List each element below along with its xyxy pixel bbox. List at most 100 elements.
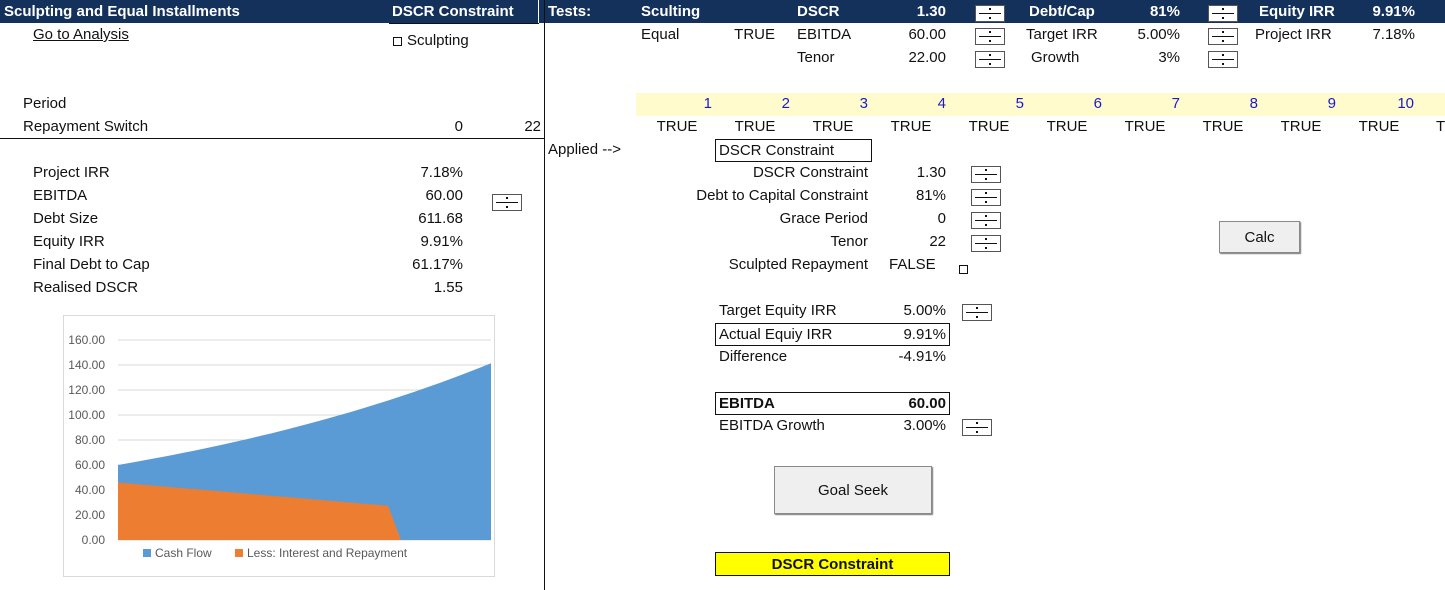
actual-equity-irr-label: Actual Equiy IRR (719, 326, 833, 343)
debt-cap-constraint-spinner[interactable] (971, 189, 1001, 206)
switch-cell: TRUE (812, 118, 854, 135)
period-label: Period (23, 95, 67, 112)
calc-button[interactable]: Calc (1219, 221, 1300, 253)
debt-cap-test-value: 81% (1149, 3, 1180, 20)
sculpting-checkbox-label: Sculpting (407, 32, 469, 49)
ebitda-label: EBITDA (719, 395, 775, 412)
header-divider (538, 0, 539, 23)
target-equity-irr-label: Target Equity IRR (719, 302, 837, 319)
growth-test-spinner[interactable] (1208, 51, 1238, 68)
tenor-test-spinner[interactable] (975, 51, 1005, 68)
y-tick-label: 60.00 (75, 458, 105, 472)
repayment-start: 0 (454, 118, 463, 135)
y-tick-label: 40.00 (75, 483, 105, 497)
summary-label: EBITDA (33, 187, 88, 204)
tests-label: Tests: (548, 3, 592, 20)
dscr-constraint-label: DSCR Constraint (752, 164, 868, 181)
switch-cell: TRUE (1280, 118, 1322, 135)
difference-label: Difference (719, 348, 788, 365)
status-banner: DSCR Constraint (715, 552, 950, 576)
ebitda-value: 60.00 (908, 395, 946, 412)
switch-cell: TRUE (1358, 118, 1400, 135)
switch-cell: TRUE (1124, 118, 1166, 135)
sculpting-checkbox[interactable] (393, 37, 402, 46)
period-cell: 1 (703, 95, 712, 112)
summary-value: 1.55 (433, 279, 463, 296)
sculpted-repayment-value: FALSE (889, 256, 936, 273)
applied-label: Applied --> (548, 141, 621, 158)
row-divider (0, 138, 544, 139)
repayment-switch-label: Repayment Switch (23, 118, 149, 135)
growth-test-label: Growth (1031, 49, 1080, 66)
dscr-test-value: 1.30 (916, 3, 946, 20)
period-cell: 4 (937, 95, 946, 112)
repayment-area (118, 482, 491, 540)
dscr-test-label: DSCR (797, 3, 840, 20)
cash-flow-chart: 160.00 140.00 120.00 100.00 80.00 60.00 40.00 2… (68, 333, 491, 560)
tenor-value: 22 (929, 233, 946, 250)
applied-box: DSCR Constraint (715, 139, 872, 162)
actual-equity-irr-value: 9.91% (903, 326, 946, 343)
period-cell: 10 (1397, 95, 1414, 112)
ebitda-growth-spinner[interactable] (962, 419, 992, 436)
switch-cell: TRUE (968, 118, 1010, 135)
ebitda-growth-label: EBITDA Growth (719, 417, 825, 434)
header-bar: Sculpting and Equal Installments DSCR Co… (0, 0, 1445, 23)
debt-cap-spinner[interactable] (1208, 5, 1238, 22)
sculpting-test-label: Sculting (641, 3, 701, 20)
y-tick-label: 120.00 (68, 383, 105, 397)
y-tick-label: 80.00 (75, 433, 105, 447)
ebitda-growth-value: 3.00% (903, 417, 946, 434)
section-divider (544, 0, 545, 590)
sheet-title: Sculpting and Equal Installments (4, 3, 240, 20)
tenor-test-value: 22.00 (908, 49, 946, 66)
ebitda-summary-spinner[interactable] (492, 194, 522, 211)
dscr-constraint-spinner[interactable] (971, 166, 1001, 183)
legend-swatch (235, 549, 243, 557)
period-band (636, 93, 1445, 116)
switch-cell-overflow: T (1436, 118, 1445, 135)
ebitda-test-spinner[interactable] (975, 28, 1005, 45)
summary-value: 7.18% (420, 164, 463, 181)
chart-frame (63, 315, 495, 577)
grace-period-spinner[interactable] (971, 212, 1001, 229)
summary-value: 60.00 (425, 187, 463, 204)
debt-cap-value: 81% (915, 187, 946, 204)
ebitda-test-value: 60.00 (908, 26, 946, 43)
switch-cell: TRUE (1202, 118, 1244, 135)
summary-label: Realised DSCR (33, 279, 139, 296)
applied-value: DSCR Constraint (719, 142, 835, 159)
y-tick-label: 100.00 (68, 408, 105, 422)
goal-seek-button[interactable]: Goal Seek (774, 466, 932, 514)
debt-cap-label: Debt to Capital Constraint (696, 187, 868, 204)
target-irr-spinner[interactable] (1208, 28, 1238, 45)
dscr-spinner[interactable] (975, 5, 1005, 22)
repayment-end: 22 (524, 118, 541, 135)
period-cell: 5 (1015, 95, 1024, 112)
switch-cell: TRUE (734, 118, 776, 135)
ebitda-test-label: EBITDA (797, 26, 852, 43)
period-cell: 8 (1249, 95, 1258, 112)
mode-cell-border (389, 23, 539, 24)
switch-cell: TRUE (890, 118, 932, 135)
sculpted-repayment-checkbox[interactable] (959, 265, 968, 274)
summary-label: Equity IRR (33, 233, 105, 250)
period-cell: 3 (859, 95, 868, 112)
debt-cap-test-label: Debt/Cap (1029, 3, 1095, 20)
summary-label: Project IRR (33, 164, 110, 181)
switch-cell: TRUE (1046, 118, 1088, 135)
y-tick-label: 0.00 (82, 533, 106, 547)
tenor-spinner[interactable] (971, 235, 1001, 252)
grace-period-label: Grace Period (779, 210, 868, 227)
switch-cell: TRUE (656, 118, 698, 135)
project-irr-test-value: 7.18% (1372, 26, 1415, 43)
tenor-label: Tenor (830, 233, 868, 250)
go-to-analysis-link[interactable]: Go to Analysis (33, 26, 129, 43)
summary-value: 9.91% (420, 233, 463, 250)
sculpted-repayment-label: Sculpted Repayment (728, 256, 868, 273)
difference-value: -4.91% (898, 348, 946, 365)
mode-label: DSCR Constraint (392, 3, 514, 20)
target-irr-test-value: 5.00% (1137, 26, 1180, 43)
summary-label: Debt Size (33, 210, 99, 227)
target-equity-irr-spinner[interactable] (962, 304, 992, 321)
